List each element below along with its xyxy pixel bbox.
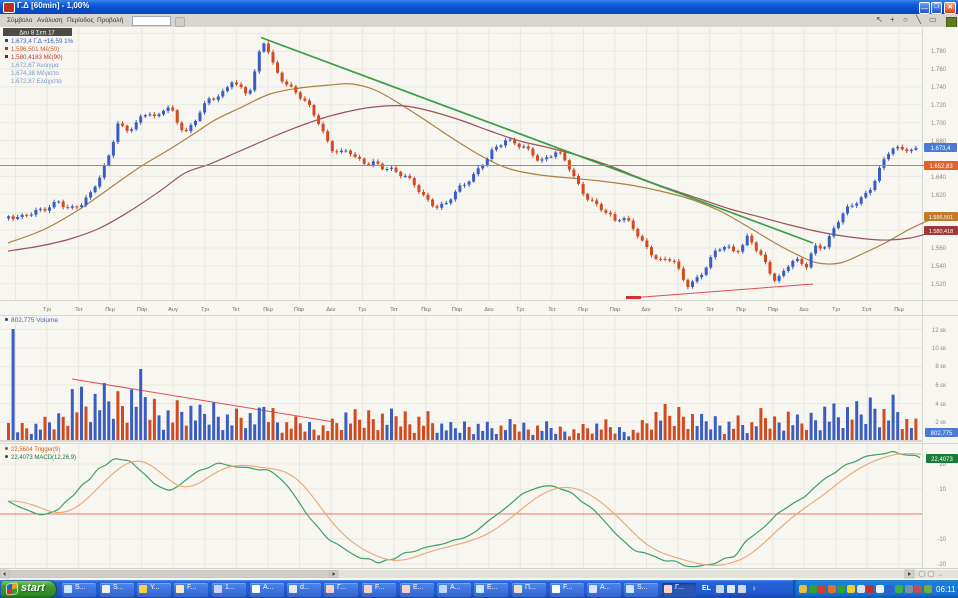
- svg-text:1.596,501 Μέ(50): 1.596,501 Μέ(50): [11, 46, 59, 53]
- svg-text:Παρ: Παρ: [294, 307, 304, 313]
- svg-text:Δευ: Δευ: [641, 307, 650, 313]
- svg-text:Παρ: Παρ: [137, 307, 147, 313]
- svg-text:Αυγ: Αυγ: [168, 307, 178, 313]
- svg-text:1.672,87 Ελάχιστο: 1.672,87 Ελάχιστο: [11, 78, 62, 85]
- svg-text:4 εκ: 4 εκ: [935, 402, 947, 408]
- svg-text:Παρ: Παρ: [610, 307, 620, 313]
- svg-text:802,775 Volume: 802,775 Volume: [11, 317, 58, 324]
- svg-text:Τρι: Τρι: [201, 307, 209, 313]
- svg-text:1.640: 1.640: [931, 175, 947, 181]
- svg-text:1.680: 1.680: [931, 139, 947, 145]
- svg-text:Τετ: Τετ: [75, 307, 83, 313]
- svg-text:12 εκ: 12 εκ: [932, 328, 947, 334]
- svg-text:Τετ: Τετ: [548, 307, 556, 313]
- svg-text:10 εκ: 10 εκ: [932, 346, 947, 352]
- svg-text:-20: -20: [937, 562, 946, 568]
- svg-text:1.760: 1.760: [931, 67, 947, 73]
- svg-text:Δευ: Δευ: [484, 307, 493, 313]
- svg-text:20: 20: [939, 462, 946, 468]
- svg-text:1.674,38 Μέγιστο: 1.674,38 Μέγιστο: [11, 70, 59, 77]
- svg-text:1.580,4183 Μέ(90): 1.580,4183 Μέ(90): [11, 54, 63, 61]
- svg-text:1.700: 1.700: [931, 121, 947, 127]
- svg-text:Τρι: Τρι: [358, 307, 366, 313]
- svg-text:Τετ: Τετ: [706, 307, 714, 313]
- svg-text:Τετ: Τετ: [232, 307, 240, 313]
- svg-text:Δευ 8 Σεπ 17: Δευ 8 Σεπ 17: [19, 31, 55, 37]
- svg-text:Πεμ: Πεμ: [578, 307, 588, 313]
- svg-text:Πεμ: Πεμ: [263, 307, 273, 313]
- svg-text:Πεμ: Πεμ: [894, 307, 904, 313]
- svg-text:1.720: 1.720: [931, 103, 947, 109]
- svg-text:2 εκ: 2 εκ: [935, 420, 947, 426]
- svg-text:1.580,418: 1.580,418: [929, 229, 953, 235]
- svg-text:Τρι: Τρι: [516, 307, 524, 313]
- svg-text:Τρι: Τρι: [832, 307, 840, 313]
- svg-text:1.780: 1.780: [931, 49, 947, 55]
- svg-text:Τρι: Τρι: [674, 307, 682, 313]
- svg-text:Πεμ: Πεμ: [736, 307, 746, 313]
- svg-text:1.673,4: 1.673,4: [930, 146, 951, 152]
- svg-text:Τετ: Τετ: [390, 307, 398, 313]
- svg-text:1.620: 1.620: [931, 193, 947, 199]
- svg-text:8 εκ: 8 εκ: [935, 364, 947, 370]
- svg-text:Σεπ: Σεπ: [862, 307, 872, 313]
- svg-text:Πεμ: Πεμ: [421, 307, 431, 313]
- svg-text:1.540: 1.540: [931, 264, 947, 270]
- svg-text:10: 10: [939, 487, 946, 493]
- svg-text:Τρι: Τρι: [43, 307, 51, 313]
- svg-text:6 εκ: 6 εκ: [935, 383, 947, 389]
- svg-text:1.520: 1.520: [931, 282, 947, 288]
- svg-text:1.740: 1.740: [931, 85, 947, 91]
- svg-text:↔: ↔: [938, 572, 943, 578]
- svg-text:22,5604 Trigger(9): 22,5604 Trigger(9): [11, 447, 60, 453]
- svg-text:Παρ: Παρ: [452, 307, 462, 313]
- svg-text:802,775: 802,775: [931, 431, 953, 437]
- svg-text:1.560: 1.560: [931, 246, 947, 252]
- svg-text:1.673,4 Γ.Δ +16,59 1%: 1.673,4 Γ.Δ +16,59 1%: [11, 38, 74, 45]
- svg-text:1.672,67 Άνοιγμα: 1.672,67 Άνοιγμα: [11, 62, 59, 69]
- svg-text:Παρ: Παρ: [768, 307, 778, 313]
- svg-text:-10: -10: [937, 537, 946, 543]
- svg-text:1.652,83: 1.652,83: [929, 164, 953, 170]
- svg-text:Δευ: Δευ: [326, 307, 335, 313]
- svg-text:Πεμ: Πεμ: [105, 307, 115, 313]
- svg-text:22,4073: 22,4073: [931, 457, 953, 463]
- svg-text:22,4073 MACD(12,26,9): 22,4073 MACD(12,26,9): [11, 455, 76, 461]
- svg-text:1.596,501: 1.596,501: [929, 215, 953, 221]
- svg-text:Δευ: Δευ: [799, 307, 808, 313]
